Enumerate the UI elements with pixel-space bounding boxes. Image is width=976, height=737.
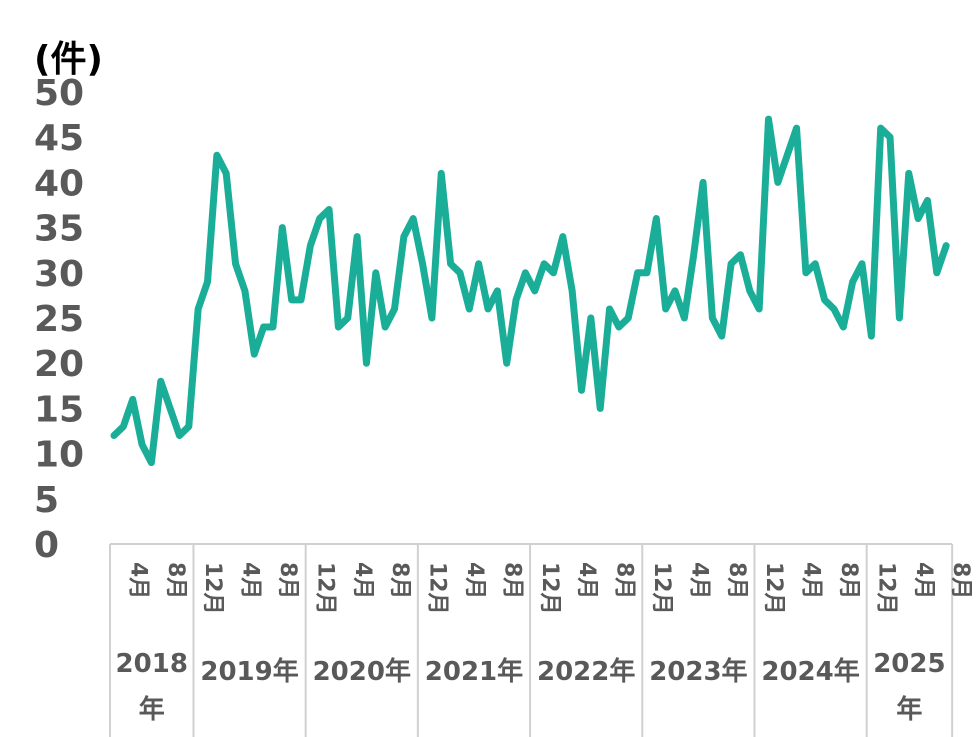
- y-tick-label: 20: [34, 344, 84, 385]
- y-tick-label: 35: [34, 209, 84, 250]
- y-tick-label: 45: [34, 118, 84, 159]
- x-tick-label: 12月: [649, 562, 674, 615]
- x-tick-label: 4月: [462, 562, 487, 599]
- year-label: 2019年: [200, 656, 298, 687]
- x-tick-label: 4月: [238, 562, 263, 599]
- x-tick-label: 8月: [612, 562, 637, 599]
- x-tick-label: 4月: [799, 562, 824, 599]
- year-label: 2023年: [649, 656, 747, 687]
- year-labels: 2018 年 2019年 2020年 2021年 2022年 2023年 2024年 2025 年: [116, 649, 946, 725]
- x-tick-label: 8月: [163, 562, 188, 599]
- x-tick-label: 8月: [836, 562, 861, 599]
- y-tick-label: 10: [34, 435, 84, 476]
- x-tick-label: 12月: [312, 562, 337, 615]
- y-tick-label: 25: [34, 299, 84, 340]
- x-tick-label: 8月: [499, 562, 524, 599]
- year-label: 2025: [873, 649, 945, 679]
- y-tick-label: 40: [34, 163, 84, 204]
- year-label-suffix: 年: [896, 694, 922, 725]
- y-tick-label: 50: [34, 73, 84, 114]
- x-tick-label: 8月: [387, 562, 412, 599]
- year-label: 2022年: [537, 656, 635, 687]
- year-label: 2020年: [313, 656, 411, 687]
- y-unit-label: (件): [34, 39, 103, 80]
- y-tick-label: 15: [34, 389, 84, 430]
- x-tick-label: 4月: [686, 562, 711, 599]
- year-label: 2018: [116, 649, 188, 679]
- x-tick-label: 4月: [125, 562, 150, 599]
- y-tick-label: 0: [34, 525, 59, 566]
- x-tick-label: 4月: [350, 562, 375, 599]
- year-label: 2024年: [761, 656, 859, 687]
- x-tick-label: 4月: [911, 562, 936, 599]
- x-tick-label: 12月: [425, 562, 450, 615]
- y-tick-label: 5: [34, 480, 59, 521]
- y-tick-label: 30: [34, 254, 84, 295]
- axes: [109, 543, 954, 737]
- x-tick-labels: 4月 8月 12月 4月 8月 12月 4月 8月 12月 4月 8月 12月 4月 8月 12月 4月 8月 1…: [125, 562, 973, 615]
- year-label: 2021年: [425, 656, 523, 687]
- x-tick-label: 8月: [275, 562, 300, 599]
- x-tick-label: 8月: [948, 562, 973, 599]
- x-tick-label: 12月: [200, 562, 225, 615]
- x-tick-label: 4月: [574, 562, 599, 599]
- x-tick-label: 12月: [873, 562, 898, 615]
- x-tick-label: 12月: [537, 562, 562, 615]
- series-line: [110, 115, 950, 467]
- year-label-suffix: 年: [139, 694, 165, 725]
- x-tick-label: 12月: [761, 562, 786, 615]
- x-tick-label: 8月: [724, 562, 749, 599]
